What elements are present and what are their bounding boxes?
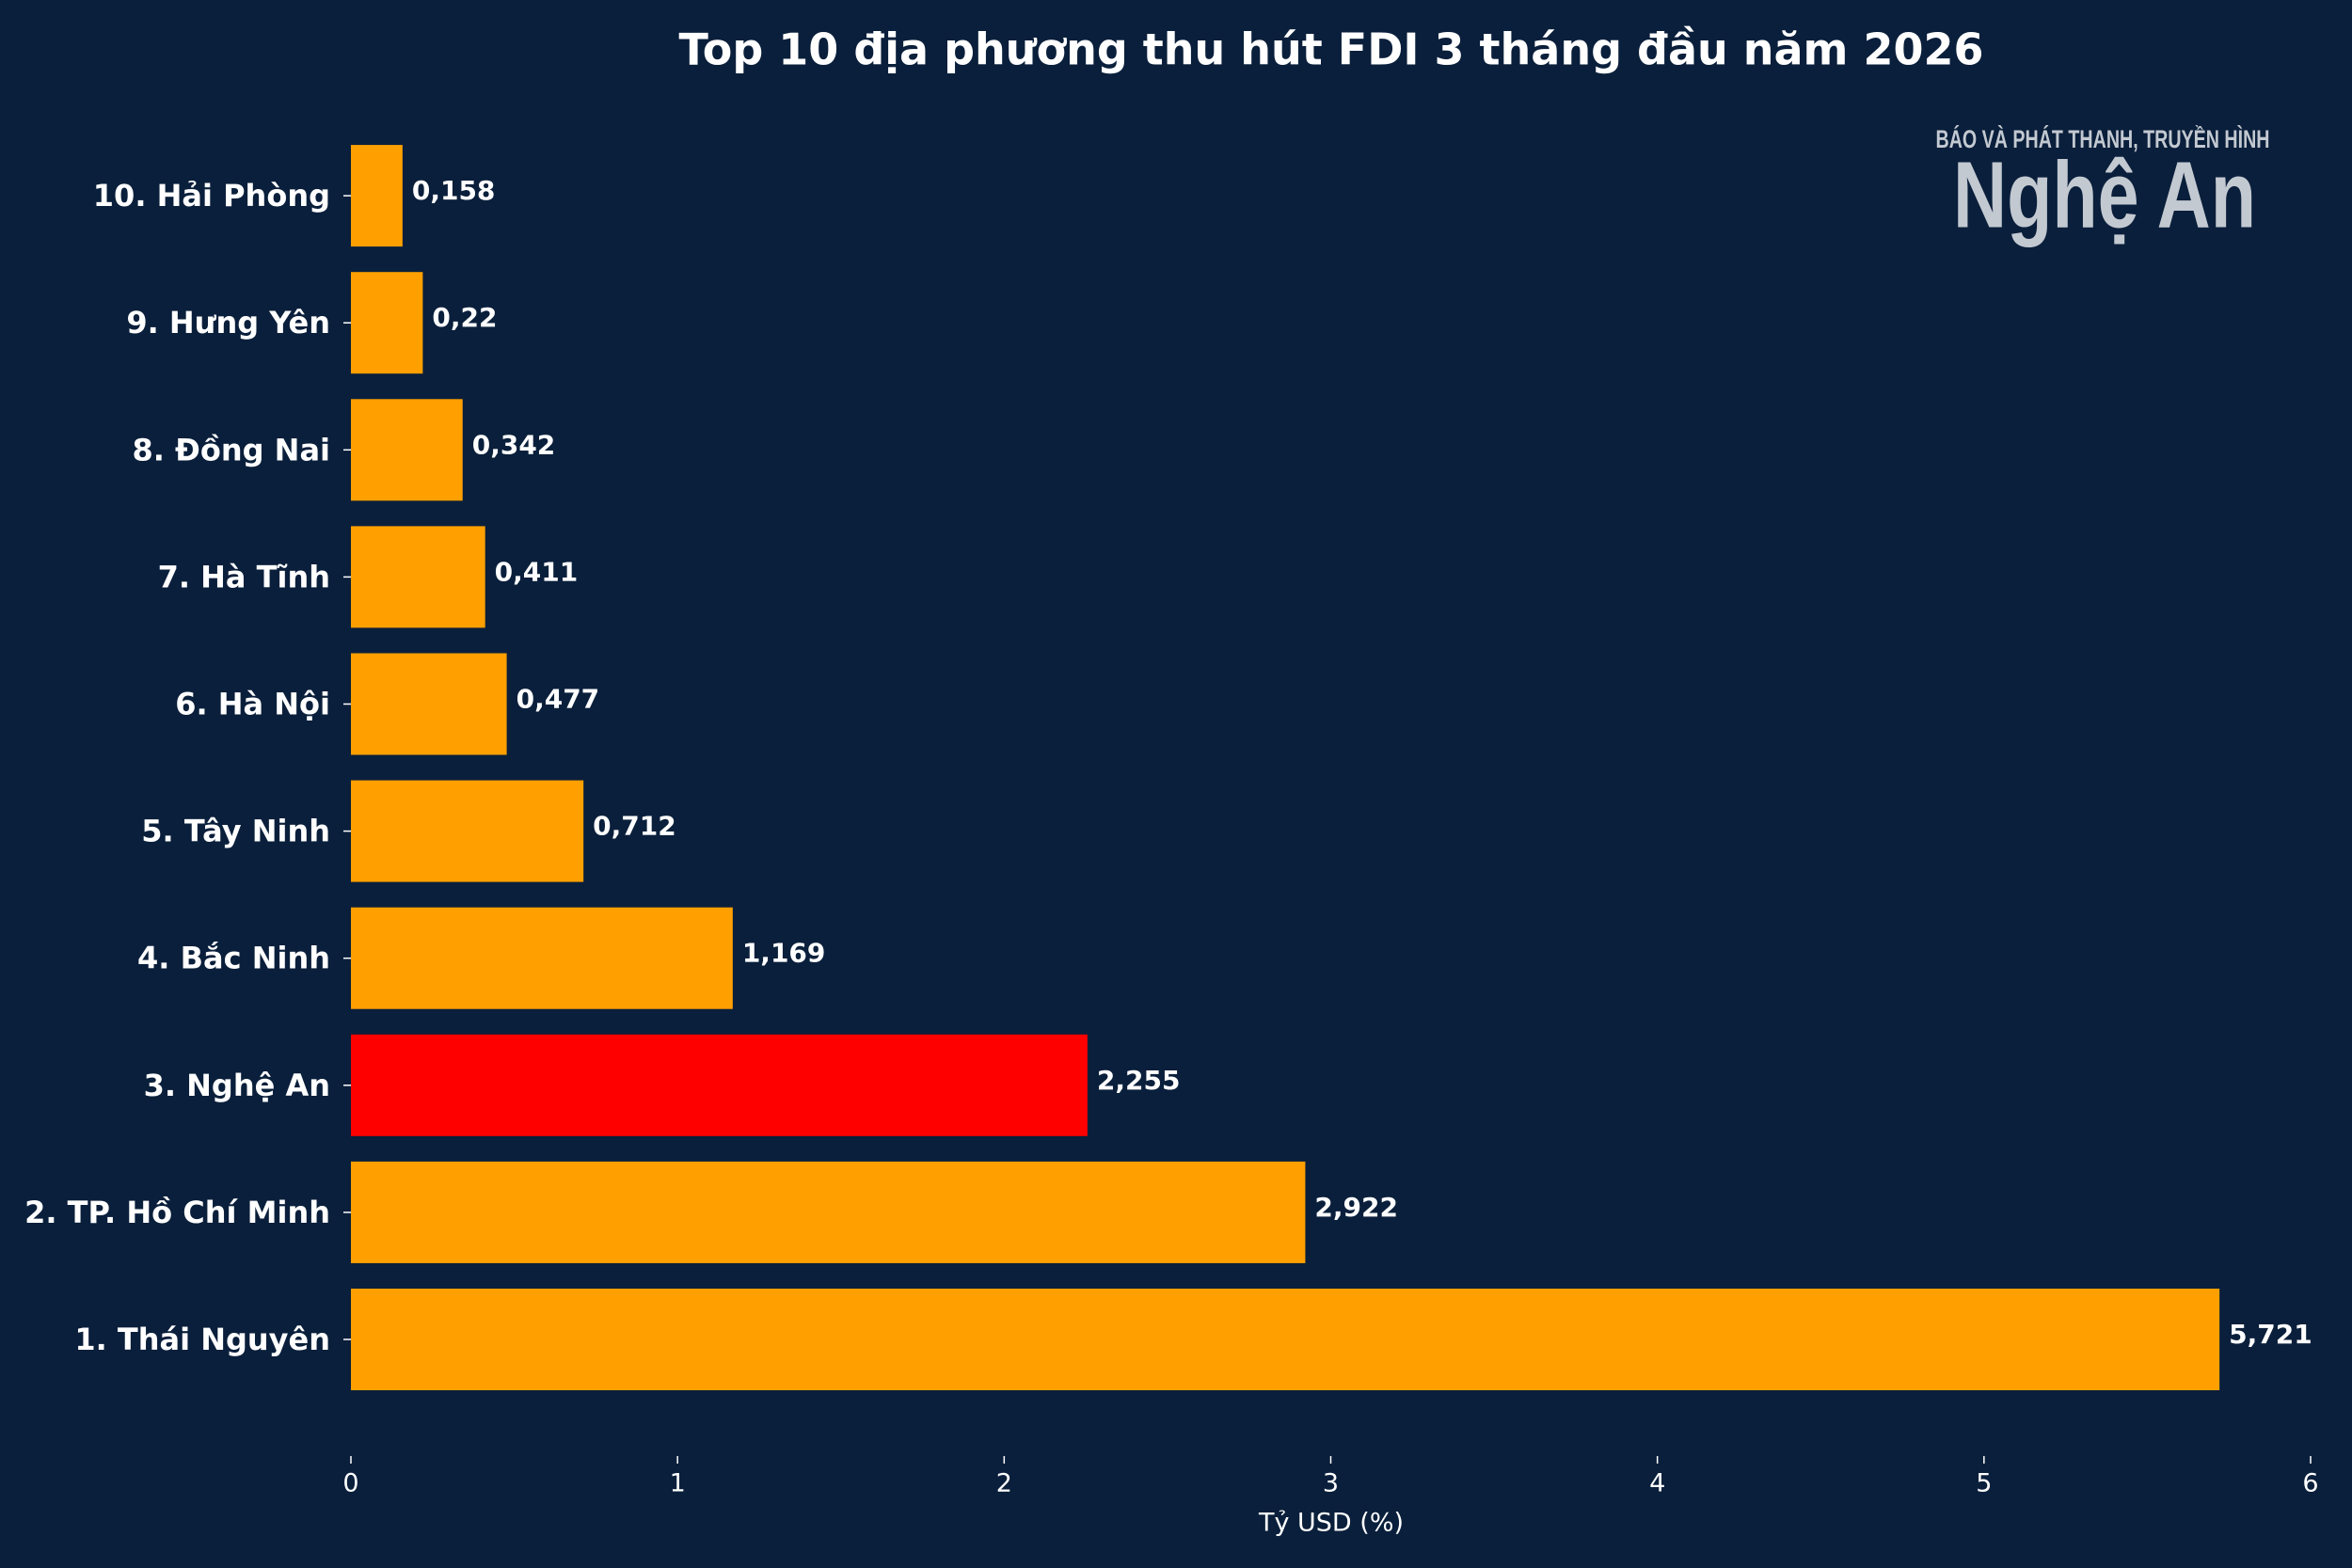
bar [351,526,485,628]
bar [351,272,423,374]
value-label: 0,411 [495,556,579,587]
value-label: 0,22 [432,302,497,333]
y-tick-label: 3. Nghệ An [144,1068,330,1103]
x-tick-label: 3 [1323,1469,1339,1498]
bar [351,1289,2220,1390]
value-label: 0,477 [516,684,600,715]
x-tick-label: 2 [996,1469,1012,1498]
x-tick-label: 6 [2302,1469,2318,1498]
y-tick-label: 10. Hải Phòng [93,178,330,214]
logo-line1: BÁO VÀ PHÁT THANH, TRUYỀN HÌNH [1936,124,2270,153]
y-tick-label: 8. Đồng Nai [132,432,330,467]
value-label: 2,922 [1314,1192,1398,1223]
x-tick-label: 4 [1649,1469,1665,1498]
y-tick-label: 9. Hưng Yên [126,305,330,341]
chart-title: Top 10 địa phương thu hút FDI 3 tháng đầ… [678,24,1983,75]
bar [351,907,733,1009]
y-tick-label: 6. Hà Nội [175,687,330,722]
value-label: 0,342 [472,429,556,460]
x-tick-label: 0 [342,1469,358,1498]
x-tick-label: 5 [1976,1469,1992,1498]
value-label: 0,712 [593,811,676,842]
value-label: 5,721 [2229,1319,2312,1350]
value-label: 1,169 [742,938,826,969]
y-tick-label: 7. Hà Tĩnh [158,559,330,594]
x-tick-label: 1 [670,1469,686,1498]
bar [351,780,584,882]
bar [351,1034,1088,1136]
bar [351,1161,1306,1263]
x-axis-label: Tỷ USD (%) [1258,1509,1404,1538]
value-label: 2,255 [1097,1065,1181,1096]
y-tick-label: 5. Tây Ninh [141,814,330,849]
value-label: 0,158 [412,175,496,206]
y-tick-label: 4. Bắc Ninh [137,941,330,976]
logo-line2: Nghệ An [1953,142,2256,247]
bar [351,653,507,755]
bar [351,399,463,501]
y-tick-label: 2. TP. Hồ Chí Minh [24,1195,330,1230]
bar [351,145,403,247]
y-tick-label: 1. Thái Nguyên [74,1322,330,1357]
